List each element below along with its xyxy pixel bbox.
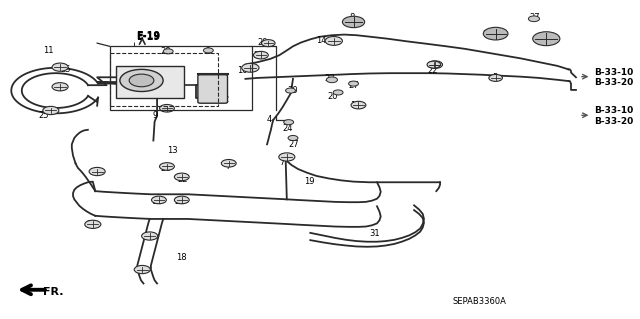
Text: 22: 22	[428, 66, 438, 76]
Text: 20: 20	[328, 92, 338, 101]
Circle shape	[43, 106, 59, 115]
Text: FR.: FR.	[44, 287, 64, 297]
Text: 30: 30	[287, 86, 298, 95]
Circle shape	[349, 81, 358, 86]
Circle shape	[325, 36, 342, 45]
Circle shape	[174, 196, 189, 204]
Circle shape	[134, 265, 150, 274]
Text: 27: 27	[289, 140, 300, 149]
Circle shape	[489, 74, 502, 81]
Circle shape	[52, 83, 68, 91]
Text: 7: 7	[226, 162, 231, 171]
Text: B-33-10
B-33-20: B-33-10 B-33-20	[595, 106, 634, 126]
Text: 19: 19	[304, 177, 315, 186]
Bar	[109, 46, 252, 109]
Text: 21: 21	[174, 197, 185, 206]
Circle shape	[242, 63, 259, 72]
Text: 27: 27	[530, 13, 540, 22]
Circle shape	[152, 196, 166, 204]
Text: 3: 3	[147, 79, 152, 88]
Circle shape	[52, 63, 68, 71]
Circle shape	[529, 16, 540, 22]
Circle shape	[159, 105, 174, 112]
Text: 25: 25	[60, 65, 70, 74]
FancyBboxPatch shape	[198, 75, 227, 103]
Circle shape	[284, 120, 294, 125]
Text: 1: 1	[205, 48, 211, 56]
Text: 5: 5	[493, 73, 498, 82]
Text: 6: 6	[145, 232, 150, 241]
Circle shape	[532, 32, 560, 46]
Circle shape	[84, 220, 101, 228]
Text: E-19: E-19	[136, 33, 160, 42]
Text: 11: 11	[44, 46, 54, 55]
Circle shape	[204, 48, 213, 53]
Text: 31: 31	[370, 229, 380, 238]
Circle shape	[351, 101, 366, 109]
Text: 24: 24	[282, 124, 293, 133]
Text: 6: 6	[136, 266, 141, 275]
Circle shape	[163, 49, 173, 54]
Circle shape	[288, 136, 298, 141]
Text: 13: 13	[167, 145, 177, 154]
Circle shape	[427, 61, 441, 68]
Circle shape	[120, 69, 163, 92]
Circle shape	[89, 167, 105, 176]
Text: 2: 2	[224, 95, 229, 104]
Text: 15: 15	[544, 36, 554, 45]
Circle shape	[159, 163, 174, 170]
Text: 6: 6	[89, 168, 95, 177]
Text: B-33-10
B-33-20: B-33-10 B-33-20	[595, 68, 634, 87]
Text: 7: 7	[280, 158, 285, 167]
Bar	[109, 53, 218, 106]
Text: 25: 25	[38, 111, 49, 120]
Text: 22: 22	[177, 174, 188, 184]
Text: 14: 14	[316, 36, 326, 45]
Circle shape	[342, 16, 365, 28]
Circle shape	[428, 61, 442, 69]
Circle shape	[141, 232, 157, 240]
Text: 27: 27	[349, 81, 359, 90]
Circle shape	[221, 160, 236, 167]
Text: E-19: E-19	[136, 31, 160, 41]
Text: 10: 10	[237, 66, 248, 76]
Text: 16: 16	[351, 100, 361, 110]
Text: 22: 22	[253, 51, 264, 60]
Circle shape	[326, 77, 337, 83]
Circle shape	[483, 27, 508, 40]
Circle shape	[253, 51, 268, 59]
Text: 29: 29	[258, 38, 268, 47]
Text: 8: 8	[349, 13, 355, 22]
Circle shape	[262, 40, 275, 47]
Text: 4: 4	[267, 115, 272, 124]
Circle shape	[333, 90, 343, 95]
Text: 23: 23	[324, 74, 335, 83]
Circle shape	[279, 153, 295, 161]
Text: 9: 9	[153, 111, 158, 120]
Text: SEPAB3360A: SEPAB3360A	[452, 297, 506, 306]
Text: 17: 17	[482, 30, 493, 39]
Text: 18: 18	[175, 253, 186, 262]
Text: 12: 12	[152, 197, 162, 206]
Circle shape	[174, 173, 189, 181]
Text: 21: 21	[161, 165, 172, 174]
Bar	[116, 66, 184, 98]
Circle shape	[129, 74, 154, 87]
Circle shape	[285, 88, 296, 93]
Text: 26: 26	[86, 220, 97, 229]
Text: 28: 28	[161, 48, 172, 56]
